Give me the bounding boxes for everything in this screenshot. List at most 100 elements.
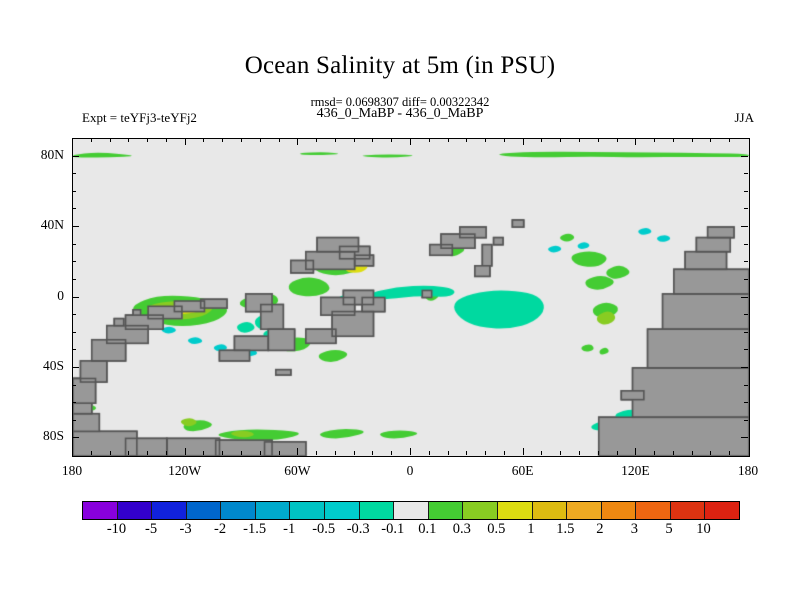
- x-tick-top: [672, 138, 674, 142]
- x-tick-top: [560, 138, 562, 142]
- colorbar-tick-label: 0.1: [418, 521, 437, 537]
- x-tick-bottom: [109, 451, 111, 455]
- x-tick-bottom: [297, 448, 299, 455]
- x-tick-bottom: [259, 451, 261, 455]
- colorbar-cell: [705, 502, 739, 519]
- x-tick-top: [522, 138, 524, 145]
- x-tick-bottom: [410, 448, 411, 455]
- salinity-heatmap-canvas: [73, 139, 749, 456]
- x-tick-top: [541, 138, 543, 142]
- colorbar-cell: [670, 502, 706, 519]
- x-tick-top: [203, 138, 205, 142]
- statistics-annotation: rmsd= 0.0698307 diff= 0.00322342: [310, 95, 490, 109]
- y-tick-left: [72, 402, 76, 404]
- x-tick-top: [147, 138, 149, 142]
- x-tick-bottom: [691, 451, 693, 455]
- x-tick-bottom: [316, 451, 318, 455]
- colorbar-tick-label: -3: [179, 521, 192, 537]
- colorbar-cell: [152, 502, 187, 519]
- colorbar-cell: [463, 502, 498, 519]
- x-tick-top: [579, 138, 580, 142]
- y-tick-right: [741, 155, 748, 157]
- x-tick-top: [316, 138, 318, 142]
- x-tick-top: [654, 138, 656, 142]
- x-tick-top: [278, 138, 280, 142]
- y-tick-right: [744, 314, 748, 316]
- colorbar-cell: [601, 502, 637, 519]
- colorbar-tick-label: 0.5: [487, 521, 506, 537]
- x-tick-top: [184, 138, 186, 145]
- x-tick-top: [372, 138, 374, 142]
- page-title: Ocean Salinity at 5m (in PSU): [244, 52, 556, 79]
- x-tick-top: [410, 138, 411, 145]
- x-tick-top: [447, 138, 449, 142]
- y-tick-right: [744, 349, 748, 351]
- colorbar-cell: [117, 502, 153, 519]
- colorbar-cell: [83, 502, 118, 519]
- x-tick-top: [485, 138, 487, 142]
- y-tick-right: [744, 331, 748, 333]
- x-tick-bottom: [391, 451, 393, 455]
- x-tick-top: [165, 138, 167, 142]
- x-tick-top: [428, 138, 430, 142]
- x-tick-bottom: [503, 451, 505, 455]
- x-tick-bottom: [729, 451, 731, 455]
- colorbar-tick-label: -1: [283, 521, 296, 537]
- colorbar-tick-label: -5: [145, 521, 158, 537]
- colorbar-tick-label: -2: [214, 521, 227, 537]
- colorbar-tick-label: -0.3: [346, 521, 370, 537]
- y-tick-right: [744, 208, 748, 210]
- season-label: JJA: [734, 110, 754, 125]
- y-tick-right: [744, 384, 748, 386]
- x-tick-bottom: [560, 451, 562, 455]
- x-tick-top: [729, 138, 731, 142]
- y-tick-left: [72, 314, 76, 316]
- colorbar-tick-label: -1.5: [243, 521, 267, 537]
- colorbar-cell: [428, 502, 464, 519]
- x-tick-bottom: [278, 451, 280, 455]
- y-tick-right: [741, 296, 748, 298]
- x-tick-bottom: [597, 451, 599, 455]
- y-tick-left: [72, 261, 76, 263]
- colorbar-cell: [567, 502, 602, 519]
- colorbar-cell: [394, 502, 429, 519]
- x-tick-bottom: [579, 451, 580, 455]
- colorbar-cell: [221, 502, 256, 519]
- x-tick-bottom: [616, 451, 618, 455]
- y-tick-right: [744, 278, 748, 280]
- x-tick-bottom: [165, 451, 167, 455]
- x-tick-bottom: [334, 451, 336, 455]
- colorbar-cell: [325, 502, 360, 519]
- y-axis-tick-label: 80N: [40, 146, 64, 162]
- y-tick-right: [744, 173, 748, 175]
- y-tick-left: [72, 278, 76, 280]
- colorbar-tick-labels: -10 -5 -3 -2 -1.5 -1 -0.5 -0.3 -0.1 0.1 0.3 0.5 1 1.5…: [82, 521, 738, 541]
- colorbar-tick-label: 0.3: [452, 521, 471, 537]
- x-tick-bottom: [147, 451, 149, 455]
- colorbar: [82, 501, 740, 520]
- x-tick-top: [597, 138, 599, 142]
- y-tick-left: [72, 243, 76, 245]
- x-tick-top: [391, 138, 393, 142]
- y-tick-right: [744, 243, 748, 245]
- x-tick-bottom: [522, 448, 524, 455]
- colorbar-cell: [186, 502, 222, 519]
- y-tick-left: [72, 190, 76, 192]
- x-tick-top: [90, 138, 92, 142]
- x-axis-tick-label: 60W: [284, 463, 311, 478]
- colorbar-tick-label: 10: [696, 521, 711, 537]
- x-tick-top: [353, 138, 355, 142]
- x-tick-top: [128, 138, 130, 142]
- y-tick-left: [72, 366, 79, 368]
- x-tick-bottom: [710, 451, 712, 455]
- x-tick-top: [297, 138, 299, 145]
- colorbar-tick-label: -0.1: [381, 521, 405, 537]
- colorbar-cell: [255, 502, 291, 519]
- y-tick-left: [72, 155, 79, 157]
- y-tick-right: [744, 402, 748, 404]
- x-tick-bottom: [654, 451, 656, 455]
- colorbar-tick-label: 3: [630, 521, 639, 537]
- y-tick-right: [741, 226, 748, 228]
- colorbar-cell: [290, 502, 326, 519]
- colorbar-tick-label: 1.5: [556, 521, 575, 537]
